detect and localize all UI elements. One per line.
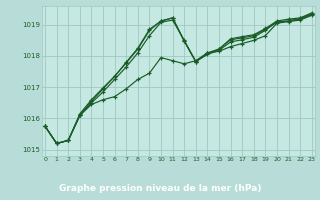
Text: Graphe pression niveau de la mer (hPa): Graphe pression niveau de la mer (hPa) <box>59 184 261 193</box>
